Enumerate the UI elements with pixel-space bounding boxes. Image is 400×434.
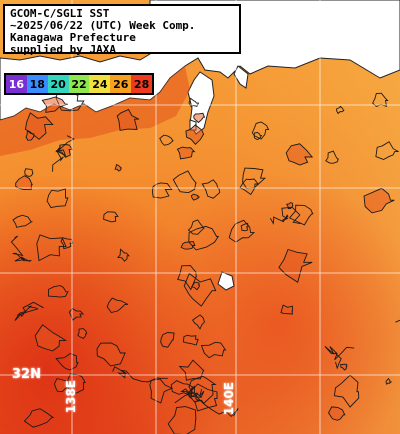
sst-contour [242,167,267,189]
sst-contour [375,141,399,160]
sst-contour [188,225,220,251]
sst-contour [188,375,217,405]
sst-contour [67,373,86,394]
sst-contour [103,211,119,223]
info-line-4: supplied by JAXA [10,43,116,56]
info-line-3: Kanagawa Prefecture [10,31,136,44]
legend-item-28: 28 [131,75,153,93]
sst-contour [280,304,293,315]
coastal-warm-band [0,66,190,156]
sst-contour [24,168,34,177]
sst-contour-line [112,366,168,383]
sst-contour [167,406,197,434]
lon-label-138e: 138E [64,380,78,414]
lon-label-140e: 140E [222,382,236,416]
sst-contour [152,182,173,199]
sst-contour-line [174,385,205,404]
sst-contour-line [269,206,301,225]
info-line-2: ~2025/06/22 (UTC) Week Comp. [10,19,196,32]
legend-item-20: 20 [47,75,69,93]
sst-contour [116,248,130,262]
sst-contour [193,112,206,124]
info-line-1: GCOM-C/SGLI SST [10,7,110,20]
color-legend: 16 18 20 22 24 26 28 [4,73,154,95]
sst-contour [187,219,205,235]
sst-contour [325,150,339,164]
sst-contour [46,188,69,209]
sst-contour [180,241,196,250]
sst-contour [24,112,54,140]
lat-label-32n: 32N [12,367,41,382]
sst-contour [160,332,175,348]
sst-contour-line [10,235,33,262]
land-oshima [217,271,235,291]
sst-contour [77,328,88,339]
sst-contour [182,334,199,346]
sst-contour [333,374,360,408]
sst-contour-line [324,346,355,370]
sst-contour [327,406,346,421]
sst-contours [10,86,400,434]
sst-contour [188,97,200,108]
sst-contour [114,163,122,172]
legend-item-24: 24 [89,75,111,93]
sst-contour-line [14,301,44,321]
sst-contour [385,377,393,385]
sst-contour [240,222,249,232]
sst-contour [23,408,55,428]
sst-contour [190,281,200,291]
sst-contour [96,342,126,367]
sst-contour [177,265,197,291]
sst-contour [285,143,314,166]
sst-contour [228,219,256,243]
sst-contour [34,324,68,352]
sst-contour [54,378,70,393]
sst-contour [253,132,263,141]
sst-contour [183,272,217,307]
sst-contour [191,314,206,330]
sst-contour [159,134,175,146]
sst-contour [116,108,140,131]
sst-contour [68,307,85,321]
sst-contour [201,179,221,199]
sst-contour [278,248,313,284]
legend-item-26: 26 [110,75,132,93]
sst-contour [47,285,69,298]
sst-contour [106,297,129,314]
sst-contour [339,363,348,371]
sst-contour [200,341,227,359]
sst-contour [363,187,395,214]
legend-item-22: 22 [68,75,90,93]
sst-contour [172,170,197,194]
legend-item-18: 18 [26,75,48,93]
info-box: GCOM-C/SGLI SST ~2025/06/22 (UTC) Week C… [3,4,241,56]
legend-item-16: 16 [6,75,27,93]
land-miura [233,65,249,89]
sst-contour [190,193,201,201]
sst-contour [251,121,270,140]
sst-contour [149,378,173,404]
sst-contour [12,214,34,228]
sst-contour [176,146,196,160]
sst-contour [36,234,67,262]
sst-contour-line [52,135,75,172]
sst-contour [335,105,345,115]
sst-contour [15,175,33,191]
sst-contour [185,124,205,145]
